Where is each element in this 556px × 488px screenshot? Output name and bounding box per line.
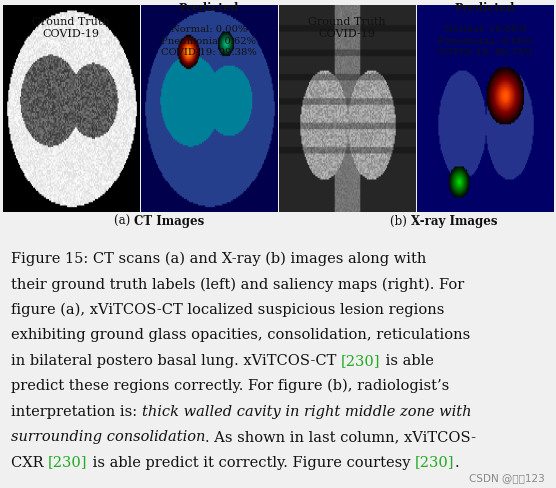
Text: is able predict it correctly. Figure courtesy: is able predict it correctly. Figure cou… <box>88 456 415 469</box>
Text: CXR: CXR <box>11 456 48 469</box>
Text: CSDN @鹿瓜123: CSDN @鹿瓜123 <box>469 473 545 483</box>
Text: is able: is able <box>381 354 434 368</box>
Text: in bilateral postero basal lung. xViTCOS-CT: in bilateral postero basal lung. xViTCOS… <box>11 354 341 368</box>
Text: predict these regions correctly. For figure (b), radiologist’s: predict these regions correctly. For fig… <box>11 379 449 393</box>
Text: Predicted: Predicted <box>178 2 239 13</box>
Text: Normal: 10.60%
Pneumonia: 8.66%
COVID-19: 80.73%: Normal: 10.60% Pneumonia: 8.66% COVID-19… <box>437 25 533 57</box>
Text: X-ray Images: X-ray Images <box>410 215 497 228</box>
Text: [230]: [230] <box>415 456 454 469</box>
Text: Predicted: Predicted <box>455 2 515 13</box>
Text: . As shown in last column, xViTCOS-: . As shown in last column, xViTCOS- <box>206 430 476 444</box>
Text: exhibiting ground glass opacities, consolidation, reticulations: exhibiting ground glass opacities, conso… <box>11 328 470 343</box>
Text: surrounding consolidation: surrounding consolidation <box>11 430 206 444</box>
Text: Normal: 0.00%
Pneumonia: 0.62%
COVID-19: 99.38%: Normal: 0.00% Pneumonia: 0.62% COVID-19:… <box>161 25 257 57</box>
Text: Ground Truth
COVID-19: Ground Truth COVID-19 <box>32 17 110 39</box>
Text: [230]: [230] <box>48 456 88 469</box>
Text: their ground truth labels (left) and saliency maps (right). For: their ground truth labels (left) and sal… <box>11 277 464 292</box>
Text: .: . <box>454 456 459 469</box>
Text: Figure 15: CT scans (a) and X-ray (b) images along with: Figure 15: CT scans (a) and X-ray (b) im… <box>11 252 426 266</box>
Text: [230]: [230] <box>341 354 381 368</box>
Text: CT Images: CT Images <box>135 215 205 228</box>
Text: thick walled cavity in right middle zone with: thick walled cavity in right middle zone… <box>142 405 471 419</box>
Text: (b): (b) <box>390 215 410 228</box>
Text: (a): (a) <box>115 215 135 228</box>
Text: interpretation is:: interpretation is: <box>11 405 142 419</box>
Text: Ground Truth
COVID-19: Ground Truth COVID-19 <box>309 17 386 39</box>
Text: figure (a), xViTCOS-CT localized suspicious lesion regions: figure (a), xViTCOS-CT localized suspici… <box>11 303 444 317</box>
